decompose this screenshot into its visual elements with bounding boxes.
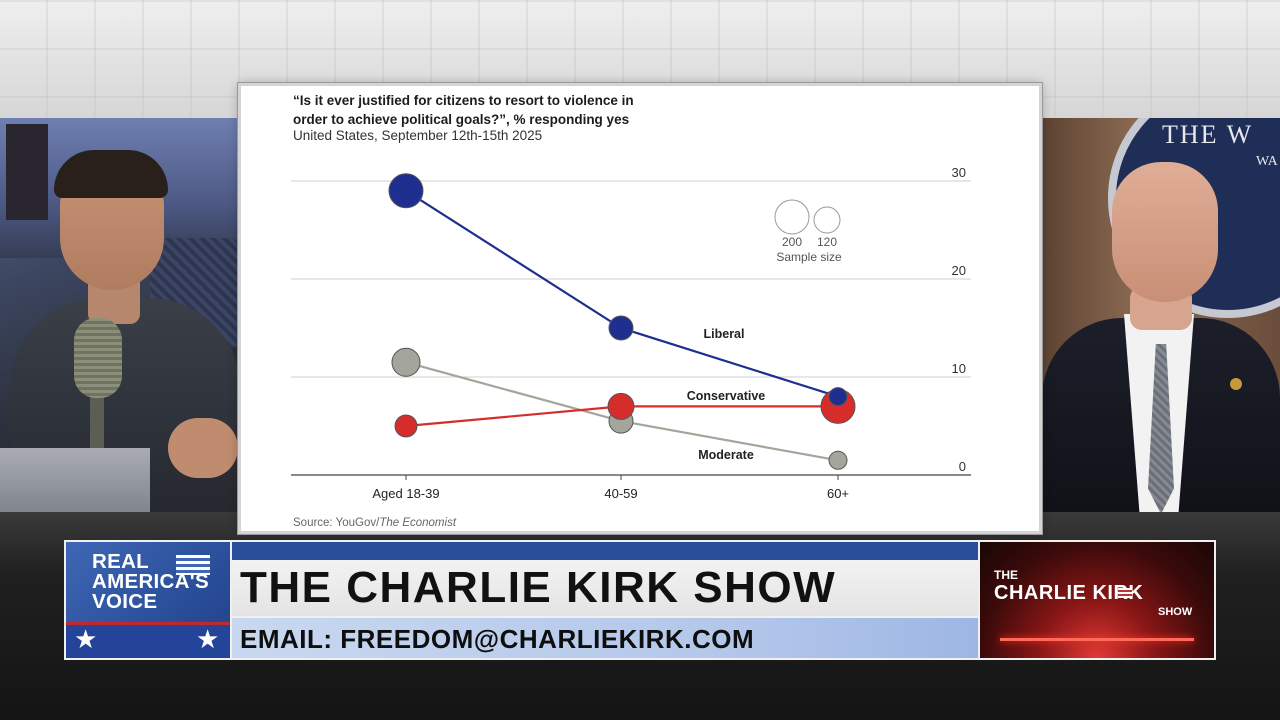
series-label: Conservative	[687, 389, 766, 403]
bookshelf	[6, 124, 48, 220]
source-publication: The Economist	[379, 517, 457, 529]
sample-size-circle	[774, 199, 810, 235]
source-prefix: Source: YouGov/	[293, 517, 380, 529]
y-tick-label: 10	[952, 361, 966, 376]
data-point	[828, 387, 848, 407]
lower-third: REAL AMERICA'S VOICE ★ ★ THE CHARLIE KIR…	[64, 540, 1216, 660]
data-point	[828, 450, 848, 470]
sample-size-value: 120	[817, 235, 837, 249]
chart-subtitle: United States, September 12th-15th 2025	[293, 128, 543, 143]
star-icon: ★	[74, 624, 98, 654]
y-tick-label: 30	[952, 165, 966, 180]
network-logo: REAL AMERICA'S VOICE ★ ★	[66, 542, 230, 658]
host-hand	[168, 418, 238, 478]
chart-graphic: “Is it ever justified for citizens to re…	[238, 83, 1042, 534]
lapel-pin	[1230, 378, 1242, 390]
host-hair	[54, 150, 168, 198]
show-logo: THE CHARLIE KIRK SHOW	[980, 542, 1214, 658]
seal-text: THE W	[1162, 120, 1254, 149]
show-title: THE CHARLIE KIRK SHOW	[240, 563, 837, 612]
series-label: Liberal	[704, 327, 745, 341]
guest-camera-feed: THE W WA	[1042, 118, 1280, 512]
x-tick-label: 60+	[827, 486, 849, 501]
network-logo-text: REAL AMERICA'S VOICE	[92, 550, 209, 613]
show-logo-the: THE	[994, 568, 1018, 582]
show-logo-glow	[1000, 638, 1194, 641]
series-label: Moderate	[698, 448, 754, 462]
data-point	[391, 347, 421, 377]
data-point	[388, 173, 424, 209]
x-tick-label: Aged 18-39	[372, 486, 439, 501]
data-point	[394, 414, 418, 438]
show-title-panel: THE CHARLIE KIRK SHOW	[232, 542, 978, 616]
flag-icon	[176, 555, 210, 575]
y-tick-label: 20	[952, 263, 966, 278]
data-point	[608, 315, 634, 341]
sample-size-circle	[813, 206, 841, 234]
sample-size-label: Sample size	[776, 250, 842, 264]
microphone-arm	[90, 393, 104, 453]
y-tick-label: 0	[959, 459, 966, 474]
show-logo-name: CHARLIE KIRK	[994, 582, 1144, 604]
guest-head	[1112, 162, 1218, 302]
line-chart: 0 10 20 30 Aged 18-39 40-59 60+ Liberal Conserva…	[291, 165, 971, 501]
flag-icon	[1118, 588, 1132, 598]
sample-size-value: 200	[782, 235, 802, 249]
seal-text-secondary: WA	[1256, 154, 1278, 169]
series-line	[405, 189, 839, 398]
chart-title: “Is it ever justified for citizens to re…	[293, 93, 634, 127]
laptop	[0, 448, 150, 512]
microphone	[74, 318, 122, 398]
star-icon: ★	[196, 624, 220, 654]
email-text: EMAIL: FREEDOM@CHARLIEKIRK.COM	[240, 624, 755, 654]
host-camera-feed	[0, 118, 238, 512]
network-logo-bar	[66, 622, 230, 658]
data-point	[607, 392, 635, 420]
email-panel: EMAIL: FREEDOM@CHARLIEKIRK.COM	[232, 618, 978, 658]
chart-source: Source: YouGov/The Economist	[293, 517, 456, 529]
show-title-strip	[232, 542, 978, 560]
show-logo-show: SHOW	[1158, 606, 1193, 618]
x-tick-label: 40-59	[604, 486, 637, 501]
